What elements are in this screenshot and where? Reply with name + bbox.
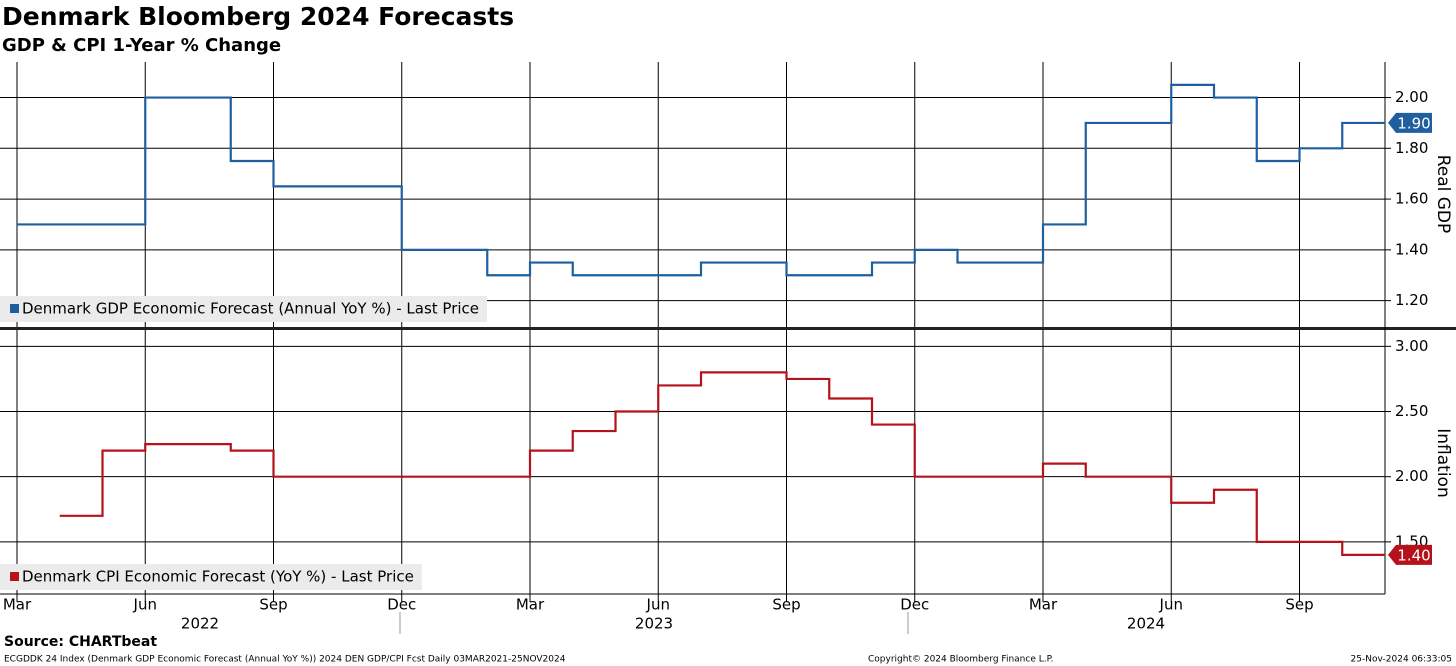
legend-swatch [10,572,19,581]
last-price-tag [1388,544,1432,565]
x-tick-label: Jun [133,596,157,614]
y-tick-label: 1.40 [1395,240,1428,258]
x-tick-label: Jun [1159,596,1183,614]
last-price-label: 1.90 [1397,114,1430,132]
footer-left: ECGDDK 24 Index (Denmark GDP Economic Fo… [4,655,566,665]
series-line [17,83,1385,277]
footer-center: Copyright© 2024 Bloomberg Finance L.P. [868,655,1053,665]
x-tick-label: Sep [259,596,287,614]
x-tick-label: Sep [772,596,800,614]
legend-label: Denmark GDP Economic Forecast (Annual Yo… [22,300,479,318]
year-label: 2022 [181,615,219,633]
chart-subtitle: GDP & CPI 1-Year % Change [2,35,281,56]
legend-label: Denmark CPI Economic Forecast (YoY %) - … [22,568,414,586]
y-axis-title: Real GDP [1433,155,1453,234]
footer-right: 25-Nov-2024 06:33:05 [1351,655,1452,665]
y-tick-label: 2.00 [1395,88,1428,106]
last-price-label: 1.40 [1397,546,1430,564]
legend-bg [0,296,488,322]
year-label: 2023 [635,615,673,633]
y-tick-label: 2.50 [1395,402,1428,420]
x-tick-label: Mar [516,596,545,614]
y-axis-title: Inflation [1433,428,1453,497]
last-price-tag [1388,112,1432,133]
chart-title: Denmark Bloomberg 2024 Forecasts [2,2,514,31]
x-tick-label: Mar [3,596,32,614]
y-tick-label: 1.60 [1395,190,1428,208]
x-tick-label: Dec [387,596,416,614]
legend-bg [0,564,422,590]
legend-swatch [10,304,19,313]
x-tick-label: Dec [900,596,929,614]
year-label: 2024 [1127,615,1165,633]
series-line [59,371,1385,556]
y-tick-label: 1.80 [1395,139,1428,157]
y-tick-label: 2.00 [1395,467,1428,485]
legend: Denmark CPI Economic Forecast (YoY %) - … [0,564,422,590]
x-tick-label: Jun [646,596,670,614]
x-tick-label: Mar [1029,596,1058,614]
legend: Denmark GDP Economic Forecast (Annual Yo… [0,296,488,322]
y-tick-label: 3.00 [1395,337,1428,355]
x-tick-label: Sep [1285,596,1313,614]
y-tick-label: 1.20 [1395,291,1428,309]
source: Source: CHARTbeat [4,634,157,650]
